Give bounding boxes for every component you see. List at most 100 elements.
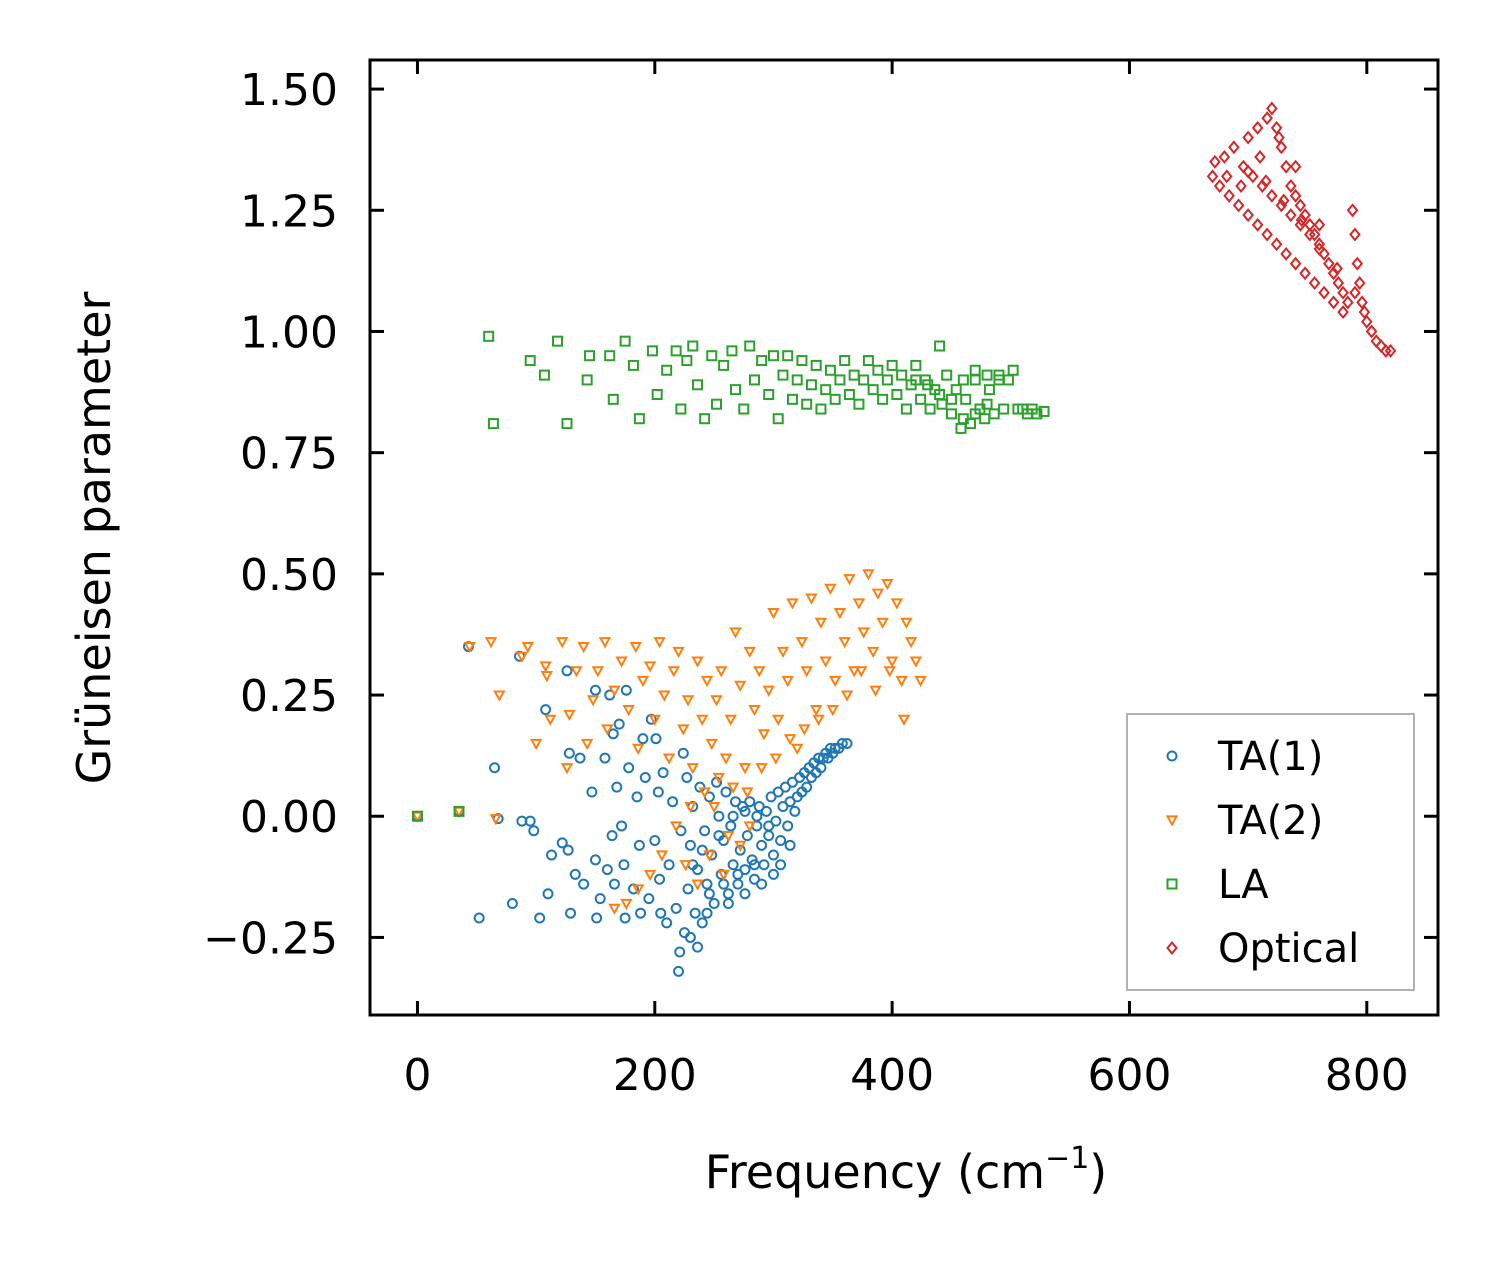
data-point	[705, 738, 718, 751]
data-point	[654, 873, 666, 885]
series-la	[411, 330, 1050, 822]
data-point	[586, 786, 598, 798]
data-point	[684, 801, 697, 814]
data-point	[1228, 140, 1240, 155]
data-point	[618, 859, 630, 871]
data-point	[673, 965, 685, 977]
data-point	[753, 666, 766, 678]
data-point	[843, 574, 856, 586]
data-point	[729, 796, 741, 808]
data-point	[1209, 154, 1221, 169]
data-point	[934, 340, 946, 352]
data-point	[681, 355, 693, 367]
data-point	[1213, 179, 1226, 194]
data-point	[741, 787, 754, 799]
data-point	[779, 781, 791, 793]
data-point	[743, 646, 756, 658]
x-tick-label: 400	[850, 1050, 934, 1101]
data-point	[727, 810, 739, 822]
data-point	[1223, 188, 1235, 203]
data-point	[1365, 324, 1378, 339]
data-point	[604, 350, 616, 362]
data-point	[1242, 164, 1254, 179]
legend-entry: Optical	[1166, 926, 1359, 972]
data-point	[855, 666, 868, 678]
data-point	[776, 646, 790, 658]
data-point	[820, 384, 832, 396]
data-point	[1285, 208, 1297, 223]
data-point	[828, 675, 842, 688]
data-point	[732, 868, 744, 880]
data-point	[670, 902, 682, 914]
data-point	[1038, 405, 1050, 417]
data-point	[577, 641, 590, 654]
data-point	[463, 641, 476, 654]
data-point	[755, 763, 768, 775]
data-point	[924, 403, 936, 415]
data-point	[981, 369, 993, 381]
data-point	[619, 335, 631, 347]
data-point	[674, 946, 686, 958]
data-point	[871, 588, 885, 600]
data-point	[453, 805, 465, 817]
data-point	[726, 345, 738, 357]
x-axis-ticks: 0 200 400 600 800	[403, 60, 1409, 1101]
data-point	[622, 704, 635, 717]
legend-entry: TA(2)	[1165, 798, 1323, 844]
legend-marker	[1166, 941, 1178, 955]
data-point	[1218, 149, 1231, 164]
data-point	[589, 684, 601, 696]
data-point	[900, 403, 912, 415]
x-axis-label-superscript: −1	[1045, 1141, 1089, 1176]
data-point	[998, 403, 1010, 415]
data-point	[834, 374, 846, 386]
data-point	[877, 393, 889, 405]
data-point	[815, 762, 827, 774]
data-point	[833, 608, 847, 620]
data-point	[608, 903, 621, 915]
data-point	[784, 796, 796, 808]
data-point	[983, 384, 995, 396]
data-point	[756, 355, 768, 367]
data-point	[969, 408, 981, 420]
data-point	[829, 742, 841, 754]
data-point	[1299, 266, 1311, 281]
data-point	[725, 820, 737, 832]
legend-marker	[1166, 878, 1178, 890]
data-point	[720, 786, 732, 798]
data-point	[1270, 237, 1283, 252]
data-point	[1242, 208, 1254, 223]
data-point	[1342, 295, 1354, 310]
data-point	[487, 418, 499, 430]
data-point	[801, 781, 813, 793]
data-point	[1280, 159, 1292, 174]
data-point	[703, 888, 715, 900]
data-point	[798, 724, 811, 736]
data-point	[713, 810, 725, 822]
data-point	[635, 907, 647, 919]
data-point	[652, 786, 664, 798]
data-point	[760, 805, 772, 817]
data-point	[1308, 276, 1321, 290]
data-point	[715, 666, 728, 678]
data-point	[809, 704, 823, 717]
data-point	[1313, 242, 1326, 257]
data-point	[969, 364, 981, 376]
data-point	[708, 898, 720, 910]
data-point	[748, 859, 760, 871]
data-point	[1313, 217, 1326, 232]
data-point	[524, 355, 536, 367]
data-point	[542, 888, 554, 900]
data-point	[698, 787, 711, 799]
data-point	[1318, 285, 1330, 300]
data-point	[839, 355, 851, 367]
data-point	[696, 714, 709, 726]
data-point	[653, 637, 666, 649]
data-point	[876, 617, 889, 629]
data-point	[643, 661, 657, 673]
data-point	[784, 839, 796, 851]
y-axis-label: Grüneisen parameter	[67, 291, 121, 784]
data-point	[775, 834, 787, 846]
data-point	[751, 810, 763, 822]
data-point	[909, 656, 923, 668]
